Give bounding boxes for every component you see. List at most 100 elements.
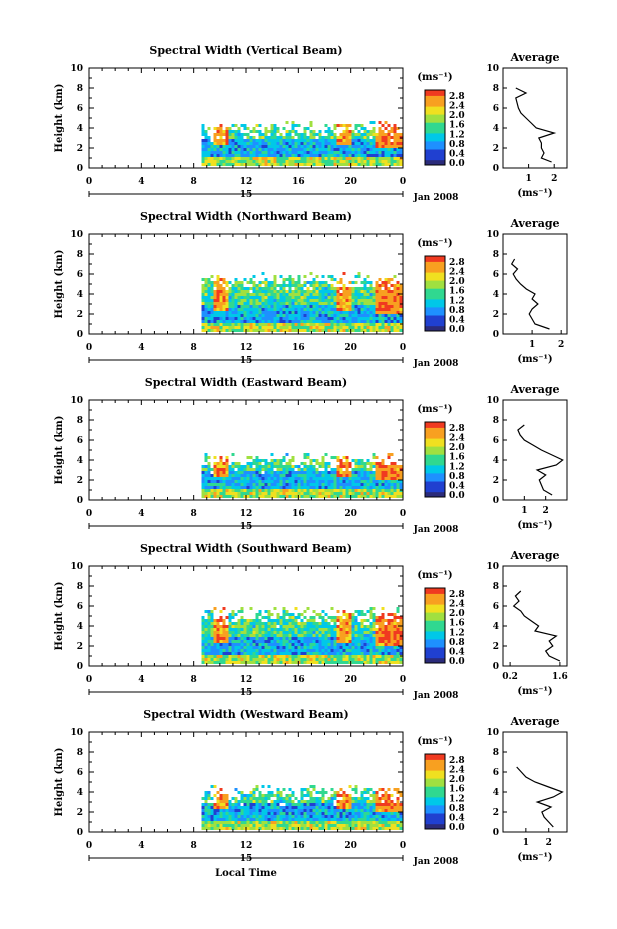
heatmap-cell [234,323,238,326]
heatmap-cell [291,658,295,661]
heatmap-cell [246,314,250,317]
heatmap-cell [234,293,238,296]
heatmap-cell [309,809,313,812]
heatmap-cell [354,148,358,151]
heatmap-cell [276,640,280,643]
heatmap-cell [369,471,373,474]
heatmap-cell [249,323,253,326]
heatmap-cell [213,160,217,163]
heatmap-cell [381,326,385,329]
heatmap-cell [330,317,334,320]
heatmap-cell [228,625,232,628]
avg-x-tick-label: 1 [529,340,535,350]
heatmap-cell [399,296,403,299]
heatmap-cell [390,305,394,308]
heatmap-cell [210,658,214,661]
heatmap-cell [321,465,325,468]
heatmap-cell [387,495,391,498]
heatmap-cell [336,154,340,157]
heatmap-cell [348,326,352,329]
heatmap-cell [309,293,313,296]
heatmap-cell [360,625,364,628]
heatmap-cell [324,326,328,329]
heatmap-cell [234,824,238,827]
heatmap-cell [303,314,307,317]
heatmap-cell [273,821,277,824]
heatmap-cell [336,610,340,613]
heatmap-cell [324,160,328,163]
heatmap-cell [303,293,307,296]
heatmap-cell [258,308,262,311]
heatmap-cell [219,827,223,830]
heatmap-cell [324,465,328,468]
heatmap-cell [390,311,394,314]
heatmap-cell [387,655,391,658]
heatmap-cell [312,797,316,800]
heatmap-cell [312,486,316,489]
heatmap-cell [252,154,256,157]
colorbar-unit: (ms⁻¹) [417,238,452,249]
heatmap-cell [276,800,280,803]
heatmap-cell [216,311,220,314]
heatmap-cell [228,136,232,139]
heatmap-cell [297,136,301,139]
heatmap-cell [255,625,259,628]
heatmap-cell [249,296,253,299]
heatmap-cell [234,480,238,483]
heatmap-cell [231,613,235,616]
heatmap-cell [309,824,313,827]
heatmap-cell [246,619,250,622]
heatmap-cell [204,652,208,655]
heatmap-cell [267,643,271,646]
heatmap-cell [273,302,277,305]
heatmap-cell [210,661,214,664]
heatmap-cell [219,619,223,622]
heatmap-cell [216,323,220,326]
heatmap-cell [372,311,376,314]
heatmap-cell [399,480,403,483]
heatmap-cell [237,474,241,477]
heatmap-cell [351,163,355,166]
heatmap-cell [207,818,211,821]
heatmap-cell [249,311,253,314]
heatmap-cell [339,136,343,139]
heatmap-cell [207,281,211,284]
heatmap-cell [279,474,283,477]
heatmap-cell [207,323,211,326]
heatmap-cell [201,803,205,806]
heatmap-cell [237,145,241,148]
heatmap-cell [282,486,286,489]
heatmap-cell [366,468,370,471]
x-tick-label: 8 [191,675,197,685]
heatmap-cell [294,634,298,637]
heatmap-cell [264,480,268,483]
x-tick-label: 20 [344,509,357,519]
heatmap-cell [213,607,217,610]
heatmap-cell [297,163,301,166]
heatmap-cell [396,302,400,305]
heatmap-cell [291,130,295,133]
heatmap-cell [351,314,355,317]
heatmap-cell [255,827,259,830]
heatmap-cell [297,302,301,305]
heatmap-cell [234,465,238,468]
heatmap-cell [285,800,289,803]
heatmap-cell [348,323,352,326]
heatmap-cell [387,456,391,459]
heatmap-cell [237,142,241,145]
heatmap-cell [240,489,244,492]
heatmap-cell [234,489,238,492]
heatmap-cell [294,154,298,157]
heatmap-cell [222,815,226,818]
heatmap-cell [291,121,295,124]
heatmap-cell [237,643,241,646]
heatmap-cell [219,646,223,649]
heatmap-cell [222,305,226,308]
heatmap-cell [384,314,388,317]
heatmap-cell [300,477,304,480]
heatmap-cell [303,130,307,133]
heatmap-cell [294,151,298,154]
heatmap-cell [285,492,289,495]
heatmap-cell [294,616,298,619]
heatmap-cell [225,827,229,830]
